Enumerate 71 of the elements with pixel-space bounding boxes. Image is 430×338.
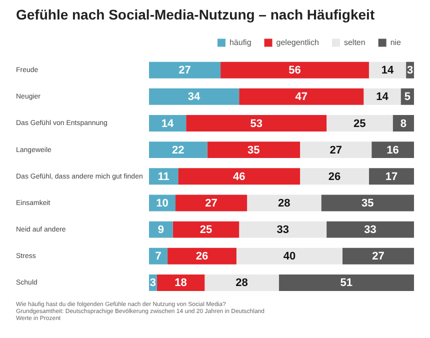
bar: [186, 115, 327, 132]
legend-label: selten: [344, 38, 366, 48]
data-label: 47: [295, 91, 308, 104]
data-label: 17: [385, 170, 398, 183]
bar: [342, 248, 414, 264]
bar: [176, 194, 248, 212]
bar: [156, 274, 205, 291]
data-label: 27: [372, 250, 384, 263]
data-label: 27: [330, 144, 342, 156]
data-label: 51: [340, 277, 353, 290]
data-label: 28: [278, 198, 290, 210]
data-label: 5: [404, 91, 410, 104]
data-label: 27: [178, 64, 191, 77]
bar: [326, 221, 414, 238]
legend-label: nie: [390, 38, 402, 48]
legend-label: häufig: [229, 38, 252, 48]
bar: [239, 221, 327, 238]
bar: [220, 62, 369, 78]
bar: [149, 221, 173, 238]
bar: [300, 168, 369, 185]
data-label: 8: [400, 118, 406, 130]
data-label: 22: [172, 144, 184, 156]
bar: [172, 221, 240, 238]
data-label: 11: [158, 170, 170, 183]
data-label: 26: [328, 170, 341, 183]
bar: [247, 194, 322, 212]
bar: [368, 62, 406, 78]
bar: [149, 115, 186, 132]
data-label: 25: [200, 224, 212, 236]
data-label: 16: [386, 144, 399, 156]
bar: [149, 88, 240, 105]
data-label: 33: [276, 224, 289, 236]
bar: [178, 168, 300, 185]
bar: [207, 142, 300, 158]
bar: [372, 142, 414, 158]
data-label: 46: [232, 170, 246, 183]
data-label: 35: [248, 144, 260, 156]
bar: [326, 115, 393, 132]
data-label: 34: [188, 91, 202, 104]
bar: [239, 88, 364, 105]
data-label: 26: [196, 250, 208, 263]
data-label: 27: [205, 198, 218, 210]
bar: [149, 248, 168, 264]
bar: [364, 88, 401, 105]
data-label: 3: [150, 277, 156, 290]
data-label: 14: [376, 91, 390, 104]
data-label: 7: [155, 250, 162, 263]
data-label: 25: [354, 118, 366, 130]
legend-label: gelegentlich: [276, 38, 319, 48]
bar: [300, 142, 372, 158]
chart-title: Gefühle nach Social-Media-Nutzung – nach Häufigkeit: [16, 6, 375, 22]
data-label: 9: [158, 224, 164, 236]
bar: [149, 62, 221, 78]
data-label: 10: [156, 198, 168, 210]
bar: [149, 142, 208, 158]
data-label: 14: [161, 118, 175, 130]
data-label: 18: [174, 277, 187, 290]
bar: [278, 274, 414, 291]
bar: [321, 194, 414, 212]
data-label: 14: [381, 64, 394, 77]
data-label: 28: [236, 277, 248, 290]
bar: [204, 274, 279, 291]
data-label: 3: [406, 64, 414, 77]
data-label: 35: [362, 198, 374, 210]
bar: [236, 248, 342, 264]
data-label: 33: [364, 224, 376, 236]
bar: [168, 248, 236, 264]
data-label: 56: [288, 64, 301, 77]
data-label: 40: [283, 250, 296, 263]
data-label: 53: [250, 118, 262, 130]
bar: [368, 168, 414, 185]
